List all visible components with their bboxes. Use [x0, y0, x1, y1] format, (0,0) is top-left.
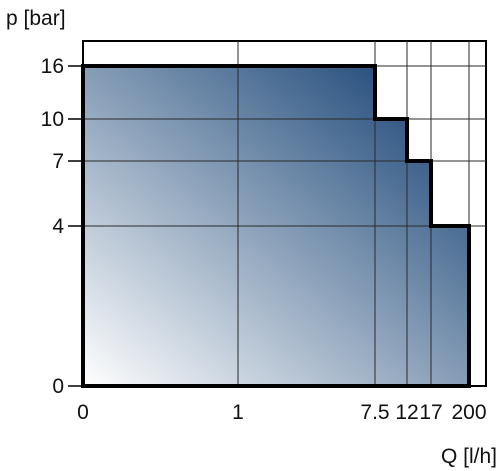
x-axis-label: Q [l/h] — [441, 445, 497, 468]
x-tick-label: 17 — [419, 401, 442, 424]
tick-labels: 0 1 7.5 12 17 200 16 10 7 4 0 — [41, 55, 487, 424]
y-axis-label: p [bar] — [6, 7, 66, 30]
x-tick-label: 12 — [395, 401, 418, 424]
operating-area-outline — [81, 64, 471, 388]
y-tick-label: 4 — [52, 215, 64, 238]
y-tick-label: 10 — [41, 108, 64, 131]
x-tick-label: 7.5 — [360, 401, 389, 424]
x-tick-label: 0 — [77, 401, 89, 424]
y-tick-label: 7 — [52, 150, 64, 173]
x-tick-label: 1 — [232, 401, 244, 424]
y-tick-label: 0 — [52, 375, 64, 398]
y-tick-label: 16 — [41, 55, 64, 78]
x-tick-label: 200 — [451, 401, 486, 424]
